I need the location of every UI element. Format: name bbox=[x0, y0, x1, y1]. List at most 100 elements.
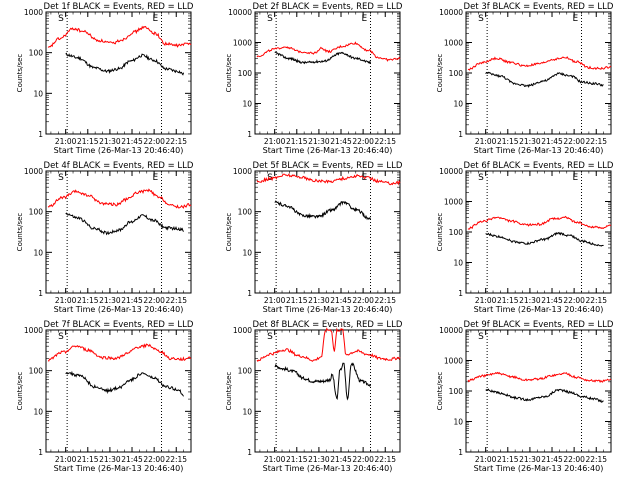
x-tick-label: 22:15 bbox=[165, 137, 187, 146]
marker-label: E bbox=[153, 332, 159, 342]
x-axis-label: Start Time (26-Mar-13 20:46:40) bbox=[54, 305, 184, 314]
y-tick-label: 1 bbox=[38, 130, 43, 139]
plot-frame bbox=[45, 329, 192, 453]
series-line-lld bbox=[256, 41, 401, 62]
plot-frame bbox=[465, 170, 612, 294]
y-tick-label: 10 bbox=[453, 418, 463, 427]
y-tick-label: 10 bbox=[242, 100, 252, 109]
x-tick-label: 21:45 bbox=[121, 296, 143, 305]
panel-title: Det 9f BLACK = Events, RED = LLD bbox=[464, 320, 614, 330]
x-tick-label: 21:45 bbox=[541, 296, 563, 305]
panel-7: Det 7f BLACK = Events, RED = LLD 1 10 100 10… bbox=[16, 320, 194, 473]
marker-label: S bbox=[267, 332, 273, 342]
y-tick-label: 1000 bbox=[233, 167, 252, 176]
panel-title: Det 6f BLACK = Events, RED = LLD bbox=[464, 161, 614, 171]
marker-label: S bbox=[58, 332, 64, 342]
panel-title: Det 2f BLACK = Events, RED = LLD bbox=[253, 2, 403, 12]
y-tick-label: 100 bbox=[29, 367, 44, 376]
y-tick-label: 10000 bbox=[228, 8, 252, 17]
x-tick-label: 22:15 bbox=[585, 296, 607, 305]
y-tick-label: 1 bbox=[247, 289, 252, 298]
panel-title: Det 4f BLACK = Events, RED = LLD bbox=[44, 161, 194, 171]
series-line-events bbox=[274, 51, 371, 65]
x-axis-label: Start Time (26-Mar-13 20:46:40) bbox=[263, 305, 393, 314]
x-tick-label: 21:45 bbox=[330, 137, 352, 146]
marker-label: S bbox=[478, 173, 484, 183]
x-tick-label: 21:30 bbox=[519, 455, 541, 464]
y-tick-label: 100 bbox=[449, 228, 464, 237]
marker-label: S bbox=[267, 14, 273, 24]
x-axis-label: Start Time (26-Mar-13 20:46:40) bbox=[474, 146, 604, 155]
x-tick-label: 21:15 bbox=[77, 296, 99, 305]
series-line-lld bbox=[256, 173, 401, 186]
x-tick-label: 21:00 bbox=[55, 137, 77, 146]
x-tick-label: 21:00 bbox=[475, 455, 497, 464]
series-line-events bbox=[485, 388, 604, 403]
y-axis-label: Counts/sec bbox=[436, 372, 444, 411]
x-tick-label: 22:00 bbox=[143, 296, 165, 305]
x-tick-label: 21:45 bbox=[121, 455, 143, 464]
y-tick-label: 1 bbox=[38, 289, 43, 298]
marker-label: E bbox=[573, 173, 579, 183]
marker-label: S bbox=[478, 14, 484, 24]
x-tick-label: 21:15 bbox=[77, 137, 99, 146]
x-axis-label: Start Time (26-Mar-13 20:46:40) bbox=[474, 464, 604, 473]
x-tick-label: 21:15 bbox=[77, 455, 99, 464]
y-axis-label: Counts/sec bbox=[436, 213, 444, 252]
y-tick-label: 1 bbox=[247, 448, 252, 457]
marker-label: S bbox=[267, 173, 273, 183]
x-axis-label: Start Time (26-Mar-13 20:46:40) bbox=[263, 464, 393, 473]
x-tick-label: 22:15 bbox=[165, 455, 187, 464]
y-tick-label: 1 bbox=[38, 448, 43, 457]
panel-title: Det 1f BLACK = Events, RED = LLD bbox=[44, 2, 194, 12]
x-tick-label: 21:45 bbox=[541, 455, 563, 464]
x-tick-label: 22:15 bbox=[165, 296, 187, 305]
y-tick-label: 10 bbox=[242, 407, 252, 416]
marker-label: S bbox=[58, 14, 64, 24]
series-line-events bbox=[274, 362, 371, 401]
x-tick-label: 21:15 bbox=[497, 296, 519, 305]
y-tick-label: 1000 bbox=[444, 198, 463, 207]
x-tick-label: 21:15 bbox=[497, 137, 519, 146]
series-line-events bbox=[65, 212, 184, 236]
x-tick-label: 21:00 bbox=[264, 296, 286, 305]
panel-title: Det 5f BLACK = Events, RED = LLD bbox=[253, 161, 403, 171]
panel-9: Det 9f BLACK = Events, RED = LLD 1 10 100 10… bbox=[436, 320, 614, 473]
y-axis-label: Counts/sec bbox=[225, 54, 233, 93]
y-axis-label: Counts/sec bbox=[225, 372, 233, 411]
plot-frame bbox=[254, 170, 401, 294]
panel-2: Det 2f BLACK = Events, RED = LLD 1 10 100 10… bbox=[225, 2, 403, 155]
marker-label: E bbox=[573, 332, 579, 342]
y-axis-label: Counts/sec bbox=[225, 213, 233, 252]
series-line-lld bbox=[47, 343, 192, 362]
series-line-lld bbox=[467, 371, 612, 384]
x-tick-label: 21:15 bbox=[497, 455, 519, 464]
y-tick-label: 1 bbox=[458, 289, 463, 298]
y-tick-label: 100 bbox=[449, 387, 464, 396]
series-line-events bbox=[274, 200, 371, 221]
x-tick-label: 22:15 bbox=[374, 137, 396, 146]
y-tick-label: 100 bbox=[238, 69, 253, 78]
y-tick-label: 10 bbox=[33, 89, 43, 98]
panel-title: Det 8f BLACK = Events, RED = LLD bbox=[253, 320, 403, 330]
x-tick-label: 22:00 bbox=[143, 455, 165, 464]
plot-frame bbox=[254, 329, 401, 453]
marker-label: E bbox=[362, 332, 368, 342]
x-tick-label: 21:00 bbox=[475, 137, 497, 146]
x-tick-label: 21:30 bbox=[519, 137, 541, 146]
x-tick-label: 22:00 bbox=[143, 137, 165, 146]
x-tick-label: 21:30 bbox=[308, 296, 330, 305]
marker-label: E bbox=[362, 14, 368, 24]
x-tick-label: 22:00 bbox=[352, 455, 374, 464]
x-tick-label: 21:00 bbox=[55, 455, 77, 464]
x-tick-label: 21:30 bbox=[99, 455, 121, 464]
y-axis-label: Counts/sec bbox=[436, 54, 444, 93]
series-line-events bbox=[485, 231, 604, 247]
x-tick-label: 21:30 bbox=[99, 137, 121, 146]
y-tick-label: 1000 bbox=[24, 8, 43, 17]
series-line-lld bbox=[467, 215, 612, 230]
y-tick-label: 100 bbox=[29, 49, 44, 58]
y-tick-label: 10 bbox=[242, 248, 252, 257]
y-tick-label: 100 bbox=[238, 208, 253, 217]
